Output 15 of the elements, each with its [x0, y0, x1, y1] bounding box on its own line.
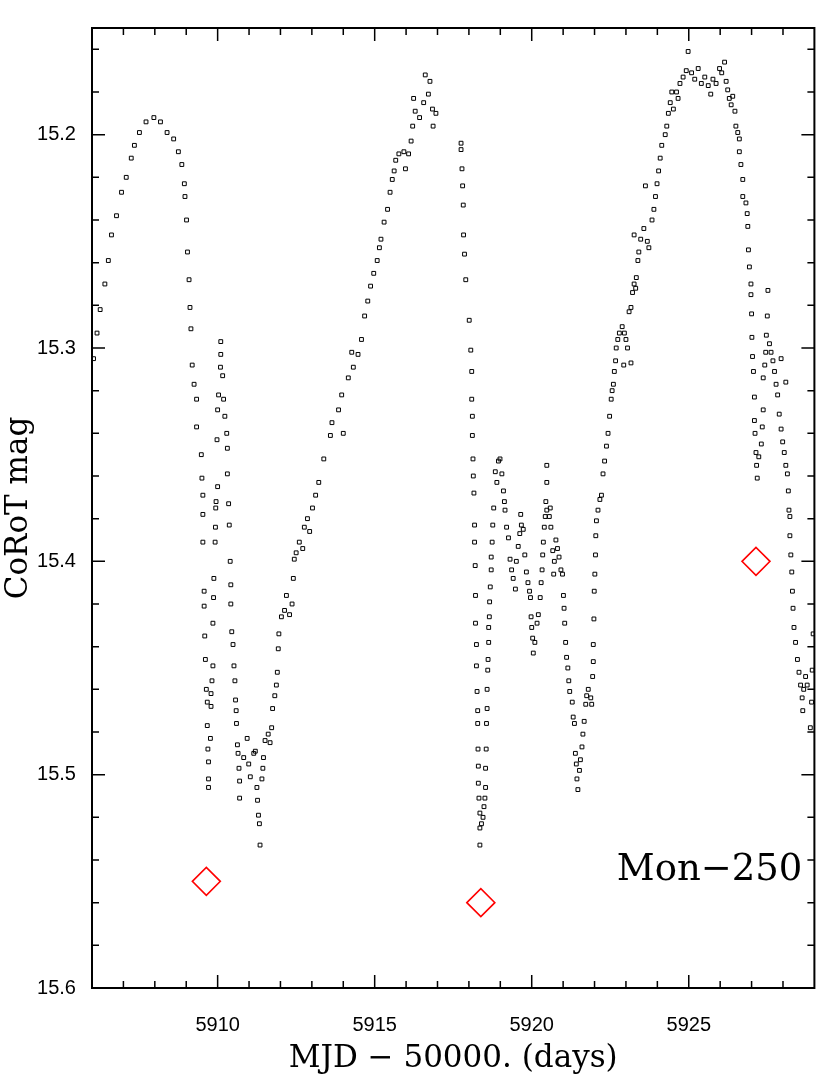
- x-tick-label: 5925: [666, 1012, 712, 1035]
- x-tick-label: 5920: [509, 1012, 554, 1035]
- y-tick-label: 15.3: [37, 335, 76, 358]
- point: [466, 887, 496, 918]
- y-tick-label: 15.5: [37, 762, 76, 785]
- x-tick-label: 5910: [195, 1012, 240, 1035]
- y-axis-title: CoRoT mag: [0, 416, 34, 600]
- x-axis-title: MJD − 50000. (days): [288, 1038, 618, 1075]
- y-tick-label: 15.6: [37, 975, 76, 998]
- point: [741, 546, 771, 577]
- y-tick-label: 15.4: [37, 548, 76, 571]
- point: [191, 866, 222, 897]
- y-tick-label: 15.2: [37, 122, 76, 145]
- x-tick-label: 5915: [352, 1012, 397, 1035]
- annotation: Mon−250: [616, 846, 803, 889]
